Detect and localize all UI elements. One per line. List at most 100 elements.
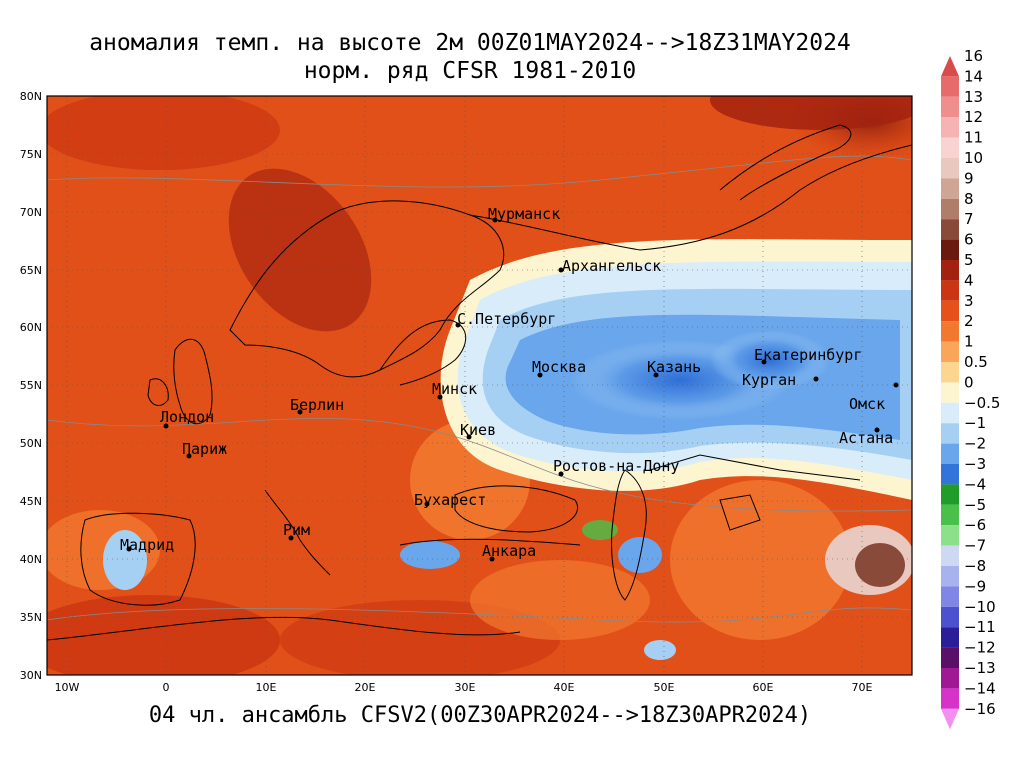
graticule	[47, 96, 912, 675]
legend-label: 11	[964, 129, 983, 147]
legend-swatch	[941, 443, 959, 464]
city-dot	[489, 556, 495, 562]
legend-label: 8	[964, 190, 974, 208]
legend-swatch	[941, 56, 959, 77]
lat-label: 70N	[20, 206, 42, 219]
city-label-rostov: Ростов-на-Дону	[553, 457, 679, 475]
legend-label: −10	[964, 598, 996, 616]
city-label-kurgan: Курган	[742, 371, 796, 389]
city-dot	[874, 427, 880, 433]
legend-label: 7	[964, 210, 974, 228]
lon-label: 0	[163, 681, 170, 694]
legend-swatch	[941, 484, 959, 505]
legend-label: 4	[964, 271, 974, 289]
city-label-yekaterinburg: Екатеринбург	[754, 346, 862, 364]
legend-label: −14	[964, 679, 996, 697]
legend-label: 13	[964, 88, 983, 106]
legend-swatch	[941, 239, 959, 260]
city-label-moscow: Москва	[532, 358, 586, 376]
lon-label: 20E	[355, 681, 376, 694]
legend-label: −11	[964, 618, 996, 636]
ensemble-caption: 04 чл. ансамбль CFSV2(00Z30APR2024-->18Z…	[148, 703, 812, 728]
legend-swatch	[941, 178, 959, 199]
city-dot	[288, 535, 294, 541]
lon-label: 10E	[256, 681, 277, 694]
city-label-st-petersburg: С.Петербург	[457, 310, 556, 328]
legend-label: −4	[964, 475, 986, 493]
lat-label: 40N	[20, 553, 42, 566]
lat-label: 60N	[20, 321, 42, 334]
legend-label: 16	[964, 47, 983, 65]
city-dot	[126, 546, 132, 552]
legend-swatch	[941, 525, 959, 546]
legend-label: 2	[964, 312, 974, 330]
lon-label: 30E	[455, 681, 476, 694]
lon-label: 70E	[852, 681, 873, 694]
legend-label: −5	[964, 496, 986, 514]
legend-swatch	[941, 341, 959, 362]
chart-title: аномалия темп. на высоте 2м 00Z01MAY2024…	[89, 30, 851, 56]
city-label-paris: Париж	[182, 440, 227, 458]
legend-swatch	[941, 423, 959, 444]
legend-swatch	[941, 688, 959, 709]
legend-label: 5	[964, 251, 974, 269]
city-dot	[558, 471, 564, 477]
lat-label: 80N	[20, 90, 42, 103]
legend-swatch	[941, 504, 959, 526]
lon-label: 50E	[654, 681, 675, 694]
city-dot	[186, 453, 192, 459]
city-label-rome: Рим	[283, 521, 310, 539]
city-label-arkhangelsk: Архангельск	[562, 257, 661, 275]
legend-swatch	[941, 362, 959, 383]
legend-swatch	[941, 586, 959, 607]
legend-swatch	[941, 627, 959, 648]
lon-label: 40E	[554, 681, 575, 694]
legend-label: 0.5	[964, 353, 988, 371]
legend-swatch	[941, 566, 959, 587]
lat-label: 35N	[20, 611, 42, 624]
legend-swatch	[941, 402, 959, 424]
legend-swatch	[941, 280, 959, 301]
legend-label: 0	[964, 373, 974, 391]
legend-label: −8	[964, 557, 986, 575]
city-dot	[537, 372, 543, 378]
lat-label: 30N	[20, 669, 42, 682]
lon-label: 10W	[55, 681, 80, 694]
legend-label: −7	[964, 537, 986, 555]
city-label-kazan: Казань	[647, 358, 701, 376]
legend-swatch	[941, 137, 959, 158]
city-label-madrid: Мадрид	[120, 536, 174, 554]
city-label-berlin: Берлин	[290, 396, 344, 414]
city-markers: Мурманск Архангельск С.Петербург Москва …	[120, 205, 899, 562]
legend-label: −1	[964, 414, 986, 432]
legend-label: 14	[964, 67, 983, 85]
city-dot	[163, 423, 169, 429]
longitude-axis: 10W 0 10E 20E 30E 40E 50E 60E 70E	[55, 681, 873, 694]
city-dot	[813, 376, 819, 382]
city-dot	[455, 322, 461, 328]
legend-label: −13	[964, 659, 996, 677]
city-label-minsk: Минск	[432, 380, 477, 398]
lat-label: 75N	[20, 148, 42, 161]
city-dot	[297, 409, 303, 415]
legend-swatch	[941, 321, 959, 342]
legend-swatch	[941, 545, 959, 566]
legend-label: 10	[964, 149, 983, 167]
legend-swatch	[941, 300, 959, 322]
city-dot	[893, 382, 899, 388]
map-frame	[46, 95, 913, 676]
legend-label: −0.5	[964, 394, 1000, 412]
legend-label: 12	[964, 108, 983, 126]
legend-swatch	[941, 117, 959, 138]
city-dot	[653, 372, 659, 378]
legend-label: −16	[964, 700, 996, 718]
city-label-bucharest: Бухарест	[414, 491, 486, 509]
legend-label: 9	[964, 169, 974, 187]
lat-label: 50N	[20, 437, 42, 450]
city-label-london: Лондон	[160, 408, 214, 426]
latitude-axis: 80N 75N 70N 65N 60N 55N 50N 45N 40N 35N …	[20, 90, 42, 682]
lat-label: 45N	[20, 495, 42, 508]
legend-label: −9	[964, 577, 986, 595]
city-label-ankara: Анкара	[482, 542, 536, 560]
